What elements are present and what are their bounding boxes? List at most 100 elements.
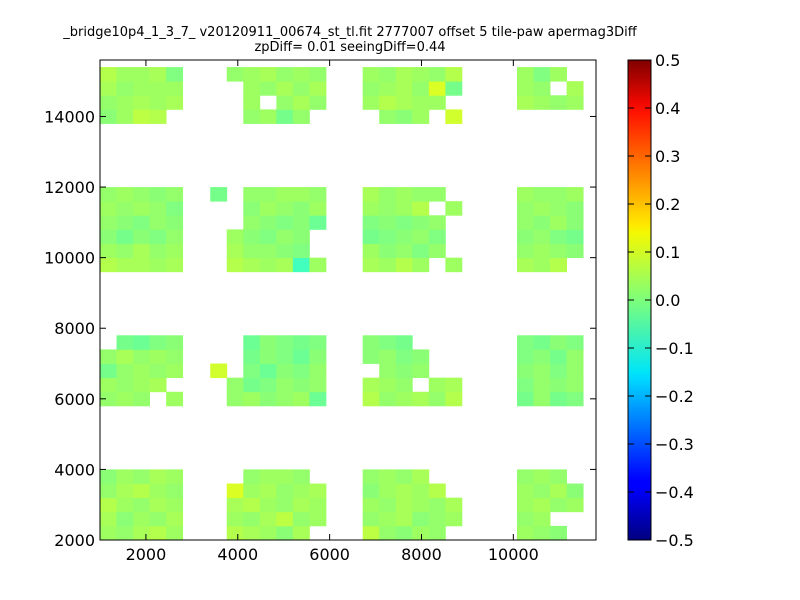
- heatmap-cell: [149, 243, 167, 259]
- heatmap-cell: [243, 67, 261, 82]
- heatmap-cell: [276, 229, 294, 244]
- heatmap-cell: [292, 363, 310, 379]
- heatmap-cell: [362, 483, 380, 499]
- colorbar-tick-label: 0.1: [655, 243, 680, 262]
- heatmap-cell: [533, 81, 551, 96]
- heatmap-cell: [362, 525, 380, 541]
- heatmap-cell: [276, 109, 294, 124]
- heatmap-cell: [395, 215, 413, 230]
- heatmap-cell: [116, 497, 134, 513]
- heatmap-cell: [309, 201, 327, 216]
- heatmap-cell: [133, 95, 150, 110]
- heatmap-cell: [276, 95, 294, 110]
- heatmap-cell: [379, 511, 397, 527]
- heatmap-cell: [226, 229, 244, 244]
- heatmap-cell: [133, 215, 150, 230]
- heatmap-cell: [243, 391, 261, 407]
- heatmap-cell: [517, 201, 534, 216]
- heatmap-cell: [166, 349, 184, 364]
- heatmap-cell: [379, 201, 397, 216]
- heatmap-cell: [243, 349, 261, 364]
- heatmap-cell: [259, 81, 277, 96]
- heatmap-cell: [412, 511, 430, 527]
- heatmap-cell: [116, 187, 134, 202]
- heatmap-cell: [133, 511, 150, 527]
- heatmap-cell: [566, 201, 584, 216]
- heatmap-cell: [428, 215, 446, 230]
- heatmap-cell: [428, 81, 446, 96]
- heatmap-cell: [445, 67, 463, 82]
- heatmap-cell: [292, 243, 310, 259]
- heatmap-cell: [362, 391, 380, 407]
- heatmap-cell: [517, 187, 534, 202]
- heatmap-cell: [395, 95, 413, 110]
- chart-title-line-2: zpDiff= 0.01 seeingDiff=0.44: [254, 40, 446, 55]
- heatmap-cell: [133, 363, 150, 379]
- heatmap-cell: [566, 187, 584, 202]
- heatmap-cell: [379, 81, 397, 96]
- heatmap-cell: [428, 511, 446, 527]
- heatmap-cell: [395, 363, 413, 379]
- heatmap-cell: [149, 525, 167, 541]
- heatmap-cell: [550, 525, 567, 541]
- heatmap-cell: [133, 81, 150, 96]
- heatmap-cell: [259, 349, 277, 364]
- heatmap-cell: [395, 349, 413, 364]
- y-tick-label: 8000: [54, 319, 95, 338]
- heatmap-cell: [533, 497, 551, 513]
- heatmap-cell: [517, 67, 534, 82]
- heatmap-cell: [116, 109, 134, 124]
- heatmap-cell: [100, 469, 117, 484]
- heatmap-cell: [428, 67, 446, 82]
- heatmap-cell: [116, 215, 134, 230]
- heatmap-cell: [412, 109, 430, 124]
- heatmap-cell: [226, 391, 244, 407]
- heatmap-cell: [395, 469, 413, 484]
- heatmap-cell: [292, 201, 310, 216]
- chart-title-line-1: _bridge10p4_1_3_7_ v20120911_00674_st_tl…: [63, 25, 637, 40]
- heatmap-cell: [362, 215, 380, 230]
- heatmap-cell: [395, 377, 413, 393]
- heatmap-cell: [428, 391, 446, 407]
- heatmap-cell: [259, 469, 277, 484]
- heatmap-cell: [517, 363, 534, 379]
- heatmap-cell: [259, 67, 277, 82]
- heatmap-cell: [533, 363, 551, 379]
- heatmap-cell: [445, 109, 463, 124]
- heatmap-cell: [243, 257, 261, 273]
- heatmap-cell: [116, 511, 134, 527]
- heatmap-cell: [395, 257, 413, 273]
- heatmap-cell: [149, 215, 167, 230]
- heatmap-cell: [379, 229, 397, 244]
- colorbar-tick-label: 0.5: [655, 51, 680, 70]
- heatmap-cell: [412, 187, 430, 202]
- heatmap-cell: [379, 109, 397, 124]
- heatmap-cell: [517, 215, 534, 230]
- heatmap-cell: [292, 215, 310, 230]
- heatmap-cell: [133, 109, 150, 124]
- heatmap-cell: [379, 349, 397, 364]
- heatmap-cell: [276, 81, 294, 96]
- heatmap-cell: [362, 201, 380, 216]
- heatmap-cell: [100, 363, 117, 379]
- heatmap-cell: [309, 497, 327, 513]
- heatmap-cell: [517, 525, 534, 541]
- heatmap-cell: [259, 497, 277, 513]
- colorbar-tick-label: 0.2: [655, 195, 680, 214]
- heatmap-cell: [243, 363, 261, 379]
- heatmap-cell: [292, 497, 310, 513]
- heatmap-cell: [517, 81, 534, 96]
- heatmap-cell: [309, 377, 327, 393]
- heatmap-cell: [533, 335, 551, 350]
- heatmap-cell: [292, 67, 310, 82]
- heatmap-cell: [116, 229, 134, 244]
- heatmap-cell: [533, 511, 551, 527]
- heatmap-cell: [116, 201, 134, 216]
- heatmap-cell: [533, 201, 551, 216]
- y-tick-label: 2000: [54, 531, 95, 550]
- colorbar: 0.5 0.4 0.3 0.2 0.1 0.0 −0.1 −0.2 −0.3 −0.4 −0.5: [627, 51, 694, 550]
- heatmap-cell: [566, 243, 584, 259]
- heatmap-cell: [395, 243, 413, 259]
- heatmap-cell: [566, 363, 584, 379]
